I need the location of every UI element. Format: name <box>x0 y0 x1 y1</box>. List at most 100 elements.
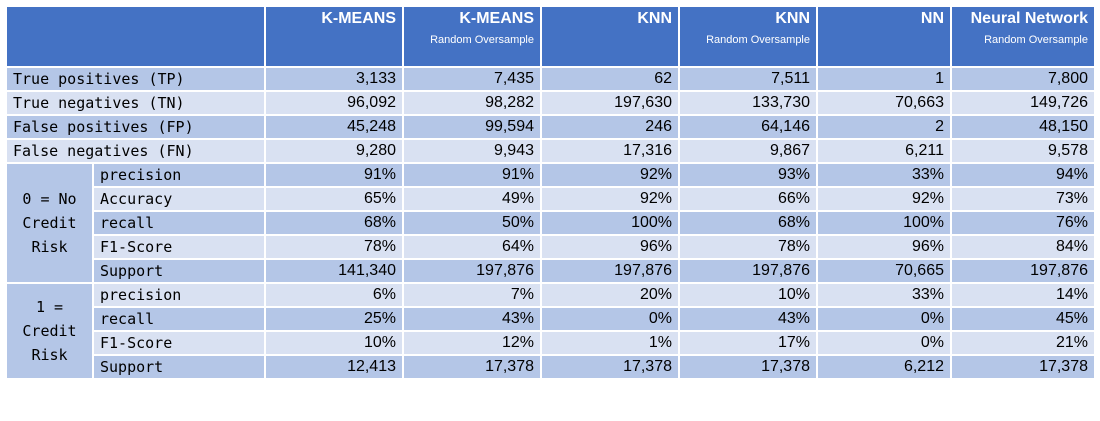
value-cell: 1% <box>540 330 680 356</box>
value-cell: 133,730 <box>678 90 818 116</box>
value-cell: 33% <box>816 162 952 188</box>
value-cell: 93% <box>678 162 818 188</box>
table-row: recall 68% 50% 100% 68% 100% 76% <box>6 210 1096 236</box>
class-group-label-line: Credit <box>22 214 77 232</box>
value-cell: 246 <box>540 114 680 140</box>
value-cell: 100% <box>816 210 952 236</box>
header-corner <box>5 5 266 68</box>
value-cell: 70,665 <box>816 258 952 284</box>
value-cell: 66% <box>678 186 818 212</box>
value-cell: 100% <box>540 210 680 236</box>
header-cell: Neural Network Random Oversample <box>950 5 1096 68</box>
value-cell: 64% <box>402 234 542 260</box>
value-cell: 7% <box>402 282 542 308</box>
value-cell: 68% <box>678 210 818 236</box>
value-cell: 17% <box>678 330 818 356</box>
header-cell: K-MEANS <box>264 5 404 68</box>
value-cell: 0% <box>816 330 952 356</box>
value-cell: 20% <box>540 282 680 308</box>
class-group-label-line: Credit <box>22 322 77 340</box>
metric-label: Support <box>92 258 266 284</box>
value-cell: 7,435 <box>402 66 542 92</box>
results-table: K-MEANS K-MEANS Random Oversample KNN KNN… <box>5 5 1096 380</box>
value-cell: 197,876 <box>950 258 1096 284</box>
class-group-label-line: 0 = No <box>22 190 77 208</box>
value-cell: 96,092 <box>264 90 404 116</box>
value-cell: 48,150 <box>950 114 1096 140</box>
value-cell: 6,211 <box>816 138 952 164</box>
class-group-label-line: Risk <box>31 346 68 364</box>
value-cell: 9,280 <box>264 138 404 164</box>
header-cell: NN <box>816 5 952 68</box>
value-cell: 92% <box>540 162 680 188</box>
table-row: recall 25% 43% 0% 43% 0% 45% <box>6 306 1096 332</box>
value-cell: 43% <box>402 306 542 332</box>
value-cell: 94% <box>950 162 1096 188</box>
metric-label: recall <box>92 306 266 332</box>
value-cell: 0% <box>816 306 952 332</box>
value-cell: 9,943 <box>402 138 542 164</box>
value-cell: 17,378 <box>678 354 818 380</box>
value-cell: 141,340 <box>264 258 404 284</box>
class-group-label: 1 = Credit Risk <box>5 282 94 380</box>
value-cell: 78% <box>264 234 404 260</box>
metric-label: recall <box>92 210 266 236</box>
value-cell: 17,378 <box>402 354 542 380</box>
header-row: K-MEANS K-MEANS Random Oversample KNN KNN… <box>5 5 1096 68</box>
table-row: False positives (FP) 45,248 99,594 246 64,14… <box>5 114 1096 140</box>
value-cell: 50% <box>402 210 542 236</box>
value-cell: 92% <box>540 186 680 212</box>
table-row: True positives (TP) 3,133 7,435 62 7,511 1 7,8… <box>5 66 1096 92</box>
table-row: Support 12,413 17,378 17,378 17,378 6,212 17,3… <box>6 354 1096 380</box>
value-cell: 9,867 <box>678 138 818 164</box>
table-row: F1-Score 10% 12% 1% 17% 0% 21% <box>6 330 1096 356</box>
value-cell: 0% <box>540 306 680 332</box>
row-label: False positives (FP) <box>5 114 266 140</box>
value-cell: 73% <box>950 186 1096 212</box>
value-cell: 197,630 <box>540 90 680 116</box>
value-cell: 78% <box>678 234 818 260</box>
value-cell: 9,578 <box>950 138 1096 164</box>
class-group-label: 0 = No Credit Risk <box>5 162 94 284</box>
metric-label: Support <box>92 354 266 380</box>
metric-label: precision <box>92 162 266 188</box>
value-cell: 33% <box>816 282 952 308</box>
header-cell: K-MEANS Random Oversample <box>402 5 542 68</box>
value-cell: 45% <box>950 306 1096 332</box>
value-cell: 70,663 <box>816 90 952 116</box>
value-cell: 64,146 <box>678 114 818 140</box>
class-group-label-line: Risk <box>31 238 68 256</box>
value-cell: 68% <box>264 210 404 236</box>
value-cell: 197,876 <box>678 258 818 284</box>
value-cell: 12% <box>402 330 542 356</box>
table-row: Accuracy 65% 49% 92% 66% 92% 73% <box>6 186 1096 212</box>
value-cell: 197,876 <box>540 258 680 284</box>
value-cell: 91% <box>402 162 542 188</box>
table-row: 0 = No Credit Risk precision 91% 91% 92% 93% 33%… <box>5 162 1096 284</box>
header-cell: KNN <box>540 5 680 68</box>
metric-label: Accuracy <box>92 186 266 212</box>
class-group-label-line: 1 = <box>35 298 64 316</box>
value-cell: 45,248 <box>264 114 404 140</box>
value-cell: 91% <box>264 162 404 188</box>
metric-label: F1-Score <box>92 330 266 356</box>
value-cell: 17,316 <box>540 138 680 164</box>
value-cell: 14% <box>950 282 1096 308</box>
table-row: F1-Score 78% 64% 96% 78% 96% 84% <box>6 234 1096 260</box>
value-cell: 96% <box>816 234 952 260</box>
value-cell: 2 <box>816 114 952 140</box>
value-cell: 25% <box>264 306 404 332</box>
value-cell: 96% <box>540 234 680 260</box>
value-cell: 92% <box>816 186 952 212</box>
metric-label: precision <box>92 282 266 308</box>
value-cell: 84% <box>950 234 1096 260</box>
row-label: True negatives (TN) <box>5 90 266 116</box>
value-cell: 49% <box>402 186 542 212</box>
value-cell: 99,594 <box>402 114 542 140</box>
value-cell: 43% <box>678 306 818 332</box>
row-label: False negatives (FN) <box>5 138 266 164</box>
value-cell: 17,378 <box>950 354 1096 380</box>
row-label: True positives (TP) <box>5 66 266 92</box>
value-cell: 1 <box>816 66 952 92</box>
value-cell: 7,511 <box>678 66 818 92</box>
